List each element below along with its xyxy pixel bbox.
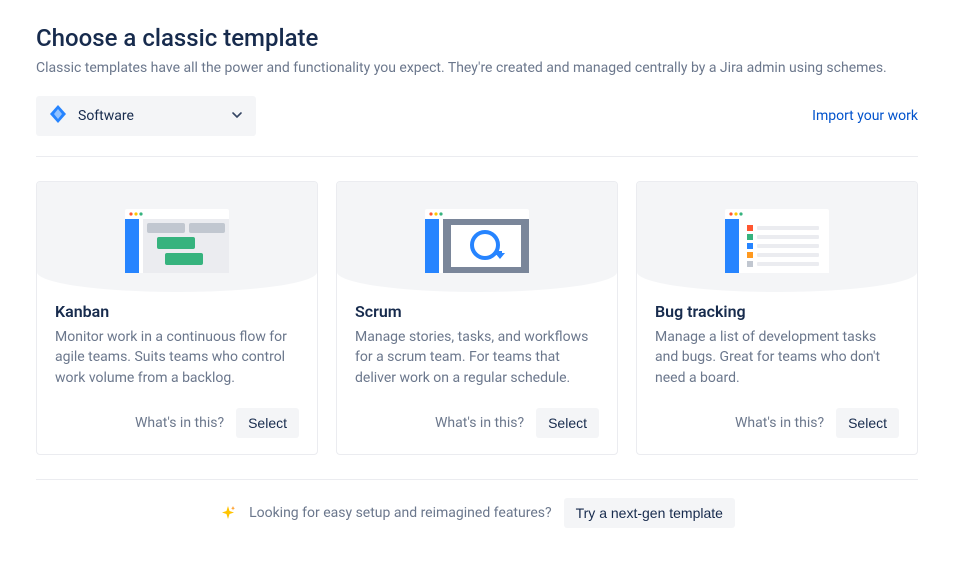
page-subtitle: Classic templates have all the power and… (36, 60, 918, 76)
card-description: Monitor work in a continuous flow for ag… (55, 327, 299, 388)
footer-text: Looking for easy setup and reimagined fe… (249, 505, 552, 521)
bug-tracking-illustration (637, 182, 917, 292)
card-scrum: Scrum Manage stories, tasks, and workflo… (336, 181, 618, 455)
chevron-down-icon (230, 107, 244, 126)
template-cards: Kanban Monitor work in a continuous flow… (36, 181, 918, 455)
card-kanban: Kanban Monitor work in a continuous flow… (36, 181, 318, 455)
select-button[interactable]: Select (536, 408, 599, 438)
dropdown-label: Software (78, 108, 134, 124)
card-title: Bug tracking (655, 302, 899, 321)
import-link[interactable]: Import your work (812, 108, 918, 124)
card-description: Manage a list of development tasks and b… (655, 327, 899, 388)
sparkle-icon (219, 504, 237, 522)
whats-in-this-link[interactable]: What's in this? (435, 415, 524, 431)
card-description: Manage stories, tasks, and workflows for… (355, 327, 599, 388)
kanban-illustration (37, 182, 317, 292)
page-title: Choose a classic template (36, 24, 918, 52)
software-icon (48, 104, 68, 128)
category-dropdown[interactable]: Software (36, 96, 256, 136)
card-title: Scrum (355, 302, 599, 321)
footer: Looking for easy setup and reimagined fe… (36, 479, 918, 528)
select-button[interactable]: Select (836, 408, 899, 438)
card-bug-tracking: Bug tracking Manage a list of developmen… (636, 181, 918, 455)
scrum-illustration (337, 182, 617, 292)
select-button[interactable]: Select (236, 408, 299, 438)
try-next-gen-button[interactable]: Try a next-gen template (564, 498, 735, 528)
card-title: Kanban (55, 302, 299, 321)
toolbar: Software Import your work (36, 96, 918, 157)
whats-in-this-link[interactable]: What's in this? (735, 415, 824, 431)
whats-in-this-link[interactable]: What's in this? (135, 415, 224, 431)
